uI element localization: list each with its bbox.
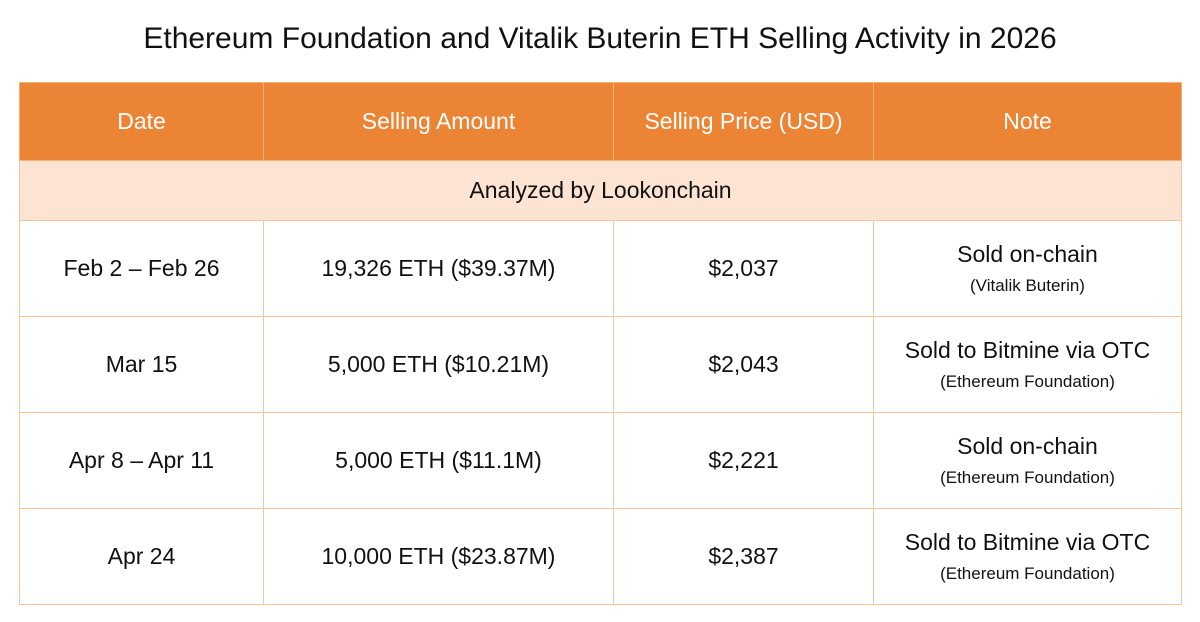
- amount-cell: 5,000 ETH ($11.1M): [263, 412, 614, 509]
- note-detail: (Vitalik Buterin): [970, 276, 1085, 295]
- note-cell: Sold on-chain (Vitalik Buterin): [873, 220, 1182, 317]
- price-cell: $2,037: [613, 220, 874, 317]
- amount-cell: 10,000 ETH ($23.87M): [263, 508, 614, 605]
- column-header: Note: [873, 82, 1182, 161]
- data-row: Mar 15 5,000 ETH ($10.21M) $2,043 Sold to B…: [19, 316, 1182, 413]
- table: Date Selling Amount Selling Price (USD) …: [19, 82, 1182, 605]
- date-cell: Apr 8 – Apr 11: [19, 412, 264, 509]
- title: Ethereum Foundation and Vitalik Buterin …: [143, 22, 1057, 55]
- date-cell: Apr 24: [19, 508, 264, 605]
- note: Sold on-chain: [957, 433, 1098, 459]
- note-detail: (Ethereum Foundation): [940, 564, 1115, 583]
- note-cell: Sold to Bitmine via OTC (Ethereum Foundat…: [873, 316, 1182, 413]
- column-header: Selling Price (USD): [613, 82, 874, 161]
- price-cell: $2,387: [613, 508, 874, 605]
- note-cell: Sold to Bitmine via OTC (Ethereum Foundat…: [873, 508, 1182, 605]
- data-row: Apr 8 – Apr 11 5,000 ETH ($11.1M) $2,221 So…: [19, 412, 1182, 509]
- column-header: Selling Amount: [263, 82, 614, 161]
- note-cell: Sold on-chain (Ethereum Foundation): [873, 412, 1182, 509]
- price-cell: $2,221: [613, 412, 874, 509]
- data-row: Feb 2 – Feb 26 19,326 ETH ($39.37M) $2,037…: [19, 220, 1182, 317]
- note-detail: (Ethereum Foundation): [940, 372, 1115, 391]
- table-body: Analyzed by Lookonchain Feb 2 – Feb 26 19…: [19, 160, 1182, 605]
- date-cell: Feb 2 – Feb 26: [19, 220, 264, 317]
- note: Sold on-chain: [957, 241, 1098, 267]
- header-row: Date Selling Amount Selling Price (USD) …: [19, 82, 1182, 161]
- subheader: Analyzed by Lookonchain: [19, 160, 1182, 221]
- note: Sold to Bitmine via OTC: [904, 337, 1151, 363]
- date-cell: Mar 15: [19, 316, 264, 413]
- column-header: Date: [19, 82, 264, 161]
- price-cell: $2,043: [613, 316, 874, 413]
- note: Sold to Bitmine via OTC: [904, 529, 1151, 555]
- amount-cell: 5,000 ETH ($10.21M): [263, 316, 614, 413]
- note-detail: (Ethereum Foundation): [940, 468, 1115, 487]
- data-row: Apr 24 10,000 ETH ($23.87M) $2,387 Sold to …: [19, 508, 1182, 605]
- subheader-row: Analyzed by Lookonchain: [19, 160, 1182, 221]
- amount-cell: 19,326 ETH ($39.37M): [263, 220, 614, 317]
